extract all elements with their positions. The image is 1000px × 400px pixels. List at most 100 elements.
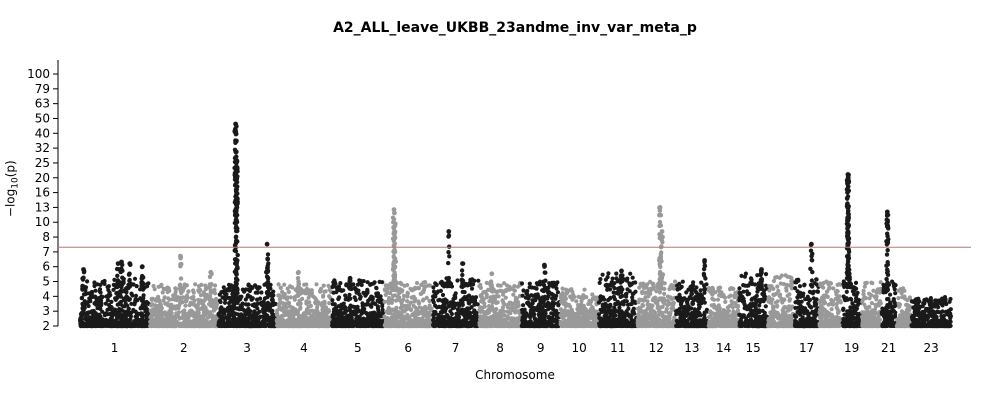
snp-point	[494, 322, 499, 327]
snp-peak-top	[119, 259, 124, 265]
snp-point	[380, 304, 385, 309]
snp-peak-point	[233, 211, 239, 216]
snp-point	[365, 290, 370, 295]
snp-point	[459, 301, 464, 306]
points-layer	[78, 121, 954, 329]
snp-point	[248, 323, 253, 329]
snp-point	[587, 298, 592, 303]
snp-point	[254, 323, 259, 328]
snp-point	[193, 282, 198, 287]
snp-point	[129, 291, 134, 296]
snp-point	[276, 282, 281, 287]
snp-point	[293, 311, 298, 316]
snp-point	[438, 288, 443, 293]
snp-point	[560, 298, 565, 303]
snp-point	[282, 282, 287, 287]
snp-point	[538, 323, 543, 329]
snp-point	[375, 323, 380, 329]
snp-point	[440, 298, 445, 303]
snp-point	[245, 294, 250, 299]
chromosome-6-points	[382, 207, 434, 329]
snp-point	[212, 308, 217, 313]
snp-point	[512, 288, 517, 293]
snp-point	[222, 300, 228, 305]
snp-point	[181, 295, 186, 300]
snp-point	[100, 323, 105, 329]
snp-point	[406, 303, 411, 308]
snp-point	[589, 306, 594, 311]
snp-point	[412, 312, 418, 318]
snp-point	[322, 289, 327, 294]
snp-point	[549, 311, 554, 316]
snp-point	[108, 316, 113, 321]
snp-peak-point	[234, 220, 239, 225]
snp-point	[426, 306, 432, 311]
snp-point	[257, 309, 262, 314]
snp-point	[241, 323, 246, 328]
snp-point	[320, 307, 325, 312]
snp-point	[374, 286, 379, 291]
snp-point	[546, 315, 551, 320]
chromosome-7-points	[430, 229, 481, 329]
snp-peak-top	[139, 264, 145, 270]
snp-point	[399, 323, 404, 328]
snp-point	[288, 295, 293, 300]
snp-point	[186, 316, 191, 321]
snp-point	[233, 306, 238, 311]
snp-point	[379, 323, 384, 329]
snp-point	[284, 301, 289, 306]
snp-point	[261, 314, 266, 319]
snp-point	[482, 301, 487, 306]
snp-point	[314, 282, 319, 287]
snp-point	[526, 300, 531, 306]
snp-point	[124, 316, 129, 321]
snp-point	[266, 315, 271, 320]
snp-point	[455, 307, 460, 312]
snp-point	[116, 290, 121, 295]
snp-peak-point	[234, 179, 240, 185]
snp-point	[196, 284, 202, 289]
snp-point	[483, 316, 488, 321]
snp-point	[370, 295, 375, 300]
snp-peak-point	[391, 219, 396, 225]
snp-point	[444, 300, 450, 305]
snp-point	[488, 297, 494, 302]
snp-point	[258, 315, 263, 320]
snp-point	[187, 310, 192, 315]
snp-point	[85, 279, 90, 284]
snp-point	[119, 319, 124, 324]
snp-point	[433, 294, 438, 299]
snp-point	[467, 306, 472, 311]
snp-point	[315, 302, 320, 307]
snp-point	[460, 307, 465, 312]
snp-point	[114, 311, 119, 316]
snp-point	[115, 295, 120, 300]
snp-point	[433, 281, 438, 286]
snp-peak-point	[460, 272, 465, 278]
snp-peak-point	[296, 279, 301, 284]
snp-peak-point	[177, 283, 182, 288]
snp-point	[383, 292, 388, 297]
snp-peak-point	[295, 290, 301, 295]
snp-point	[124, 323, 129, 328]
snp-point	[477, 322, 482, 327]
snp-point	[478, 314, 483, 319]
snp-point	[456, 321, 461, 326]
snp-point	[405, 283, 410, 288]
snp-point	[106, 320, 111, 325]
snp-point	[103, 322, 108, 327]
snp-point	[477, 284, 482, 289]
snp-point	[552, 318, 557, 323]
snp-point	[426, 314, 431, 319]
snp-point	[394, 323, 399, 328]
snp-point	[500, 298, 505, 303]
snp-point	[352, 295, 357, 300]
snp-point	[350, 323, 355, 328]
snp-point	[479, 292, 484, 297]
snp-point	[192, 323, 197, 329]
snp-point	[297, 298, 302, 303]
snp-point	[280, 289, 285, 294]
snp-peak-point	[235, 174, 240, 179]
snp-point	[86, 310, 91, 315]
snp-point	[123, 287, 128, 292]
